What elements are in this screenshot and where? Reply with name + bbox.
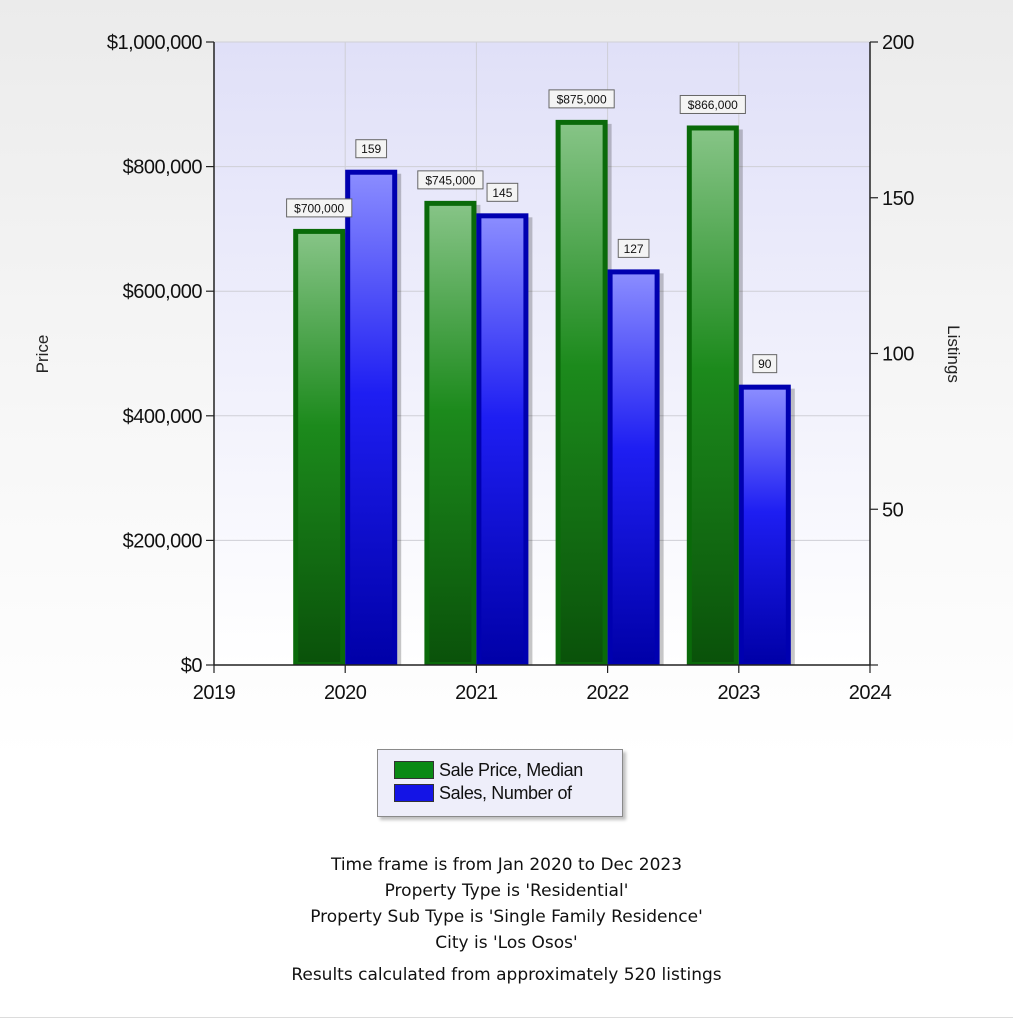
data-label: $866,000 (688, 98, 738, 112)
legend-label-sales-count: Sales, Number of (439, 782, 572, 803)
y-left-tick-label: $0 (181, 655, 203, 677)
y-left-tick-label: $600,000 (123, 281, 203, 303)
legend-label-sale-price: Sale Price, Median (439, 759, 583, 780)
legend-swatch-blue (394, 784, 434, 802)
y-axis-right-title: Listings (944, 325, 963, 383)
bar-fill (691, 130, 734, 662)
x-tick-label: 2020 (324, 682, 367, 704)
legend-item-sales-count: Sales, Number of (394, 781, 572, 805)
bar-fill (298, 233, 341, 662)
y-left-tick-label: $1,000,000 (107, 32, 202, 54)
bar-fill (560, 124, 603, 662)
data-label: 90 (758, 357, 772, 371)
data-label-box (417, 170, 484, 190)
y-right-tick-label: 50 (882, 499, 904, 521)
x-tick-label: 2023 (718, 682, 761, 704)
y-axis-left-title: Price (33, 335, 52, 374)
bar-fill (481, 218, 524, 662)
data-label-box (548, 89, 615, 109)
legend: Sale Price, Median Sales, Number of (377, 749, 623, 817)
data-label: 127 (624, 242, 644, 256)
note-property-sub-type: Property Sub Type is 'Single Family Resi… (310, 907, 703, 927)
note-property-type: Property Type is 'Residential' (384, 881, 629, 901)
data-label: $745,000 (425, 173, 475, 187)
note-time-frame: Time frame is from Jan 2020 to Dec 2023 (330, 855, 683, 875)
y-left-tick-label: $200,000 (123, 530, 203, 552)
data-label-box (355, 139, 388, 159)
bar-fill (612, 274, 655, 662)
data-label: 145 (492, 186, 512, 200)
y-left-tick-label: $400,000 (123, 406, 203, 428)
y-left-tick-label: $800,000 (123, 157, 203, 179)
report-criteria: Time frame is from Jan 2020 to Dec 2023 … (0, 852, 1013, 988)
data-label-box (286, 198, 353, 218)
legend-item-sale-price: Sale Price, Median (394, 758, 583, 782)
y-right-tick-label: 150 (882, 188, 914, 210)
bar-fill (743, 389, 786, 662)
x-tick-label: 2019 (193, 682, 236, 704)
data-label: $700,000 (294, 201, 344, 215)
note-results: Results calculated from approximately 52… (291, 965, 722, 985)
chart: $0 $200,000 $400,000 $600,000 $800,000 $1,000… (33, 32, 963, 704)
note-city: City is 'Los Osos' (435, 933, 578, 953)
data-label-box (486, 182, 519, 202)
y-right-tick-label: 100 (882, 344, 914, 366)
data-label-box (752, 354, 778, 374)
data-label: 159 (361, 142, 381, 156)
x-tick-label: 2021 (455, 682, 498, 704)
divider (0, 1017, 1013, 1018)
data-label: $875,000 (557, 92, 607, 106)
x-tick-label: 2024 (849, 682, 892, 704)
data-label-box (679, 94, 746, 114)
bar-fill (429, 205, 472, 663)
y-right-tick-label: 200 (882, 32, 914, 54)
data-label-box (617, 238, 650, 258)
legend-swatch-green (394, 761, 434, 779)
bar-fill (350, 174, 393, 662)
x-tick-label: 2022 (586, 682, 629, 704)
